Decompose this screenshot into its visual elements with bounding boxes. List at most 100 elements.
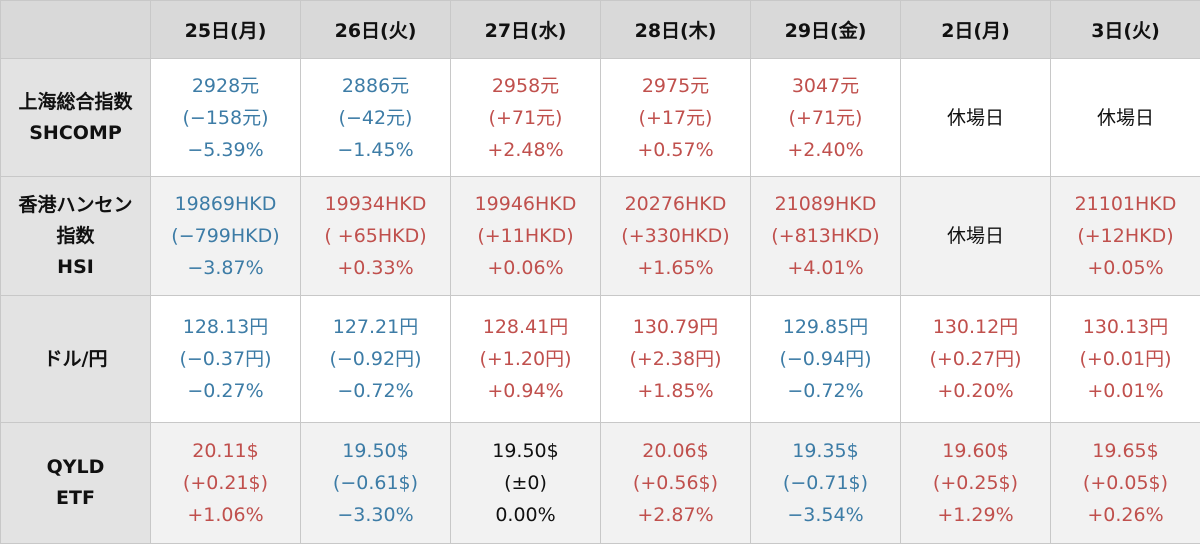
value-cell: 19.50$ (±0) 0.00% [450, 422, 601, 544]
value-line: +1.29% [937, 504, 1014, 527]
row-label: QYLD ETF [0, 422, 151, 544]
value-cell: 130.13円 (+0.01円) +0.01% [1050, 294, 1200, 424]
table-row: 上海総合指数 SHCOMP 2928元 (−158元) −5.39% 2886元 (−42元… [0, 57, 1200, 178]
value-cell: 19.60$ (+0.25$) +1.29% [900, 422, 1051, 544]
value-line: (−0.92円) [329, 348, 422, 371]
value-line: ( +65HKD) [324, 225, 427, 248]
value-cell: 20.06$ (+0.56$) +2.87% [600, 422, 751, 544]
value-line: (±0) [504, 472, 547, 495]
value-line: 19934HKD [324, 193, 427, 216]
value-line: +4.01% [787, 257, 864, 280]
value-line: +0.57% [637, 138, 714, 161]
value-line: (+0.56$) [632, 472, 719, 495]
value-cell: 21089HKD (+813HKD) +4.01% [750, 176, 901, 296]
value-line: (−0.94円) [779, 348, 872, 371]
value-line: (+330HKD) [621, 225, 730, 248]
value-cell: 19869HKD (−799HKD) −3.87% [150, 176, 301, 296]
value-cell: 休場日 [900, 176, 1051, 296]
value-line: +2.87% [637, 504, 714, 527]
value-cell: 休場日 [1050, 57, 1200, 178]
value-line: 2886元 [341, 74, 410, 97]
date-header: 29日(金) [750, 0, 901, 59]
value-line: (+0.27円) [929, 348, 1022, 371]
value-line: 3047元 [791, 74, 860, 97]
value-cell: 19946HKD (+11HKD) +0.06% [450, 176, 601, 296]
value-cell: 2975元 (+17元) +0.57% [600, 57, 751, 178]
value-line: +0.33% [337, 257, 414, 280]
value-line: 128.13円 [182, 316, 269, 339]
value-line: (+0.01円) [1079, 348, 1172, 371]
value-line: +2.40% [787, 138, 864, 161]
value-line: 21101HKD [1074, 193, 1177, 216]
value-line: +0.01% [1087, 380, 1164, 403]
value-cell: 20.11$ (+0.21$) +1.06% [150, 422, 301, 544]
value-line: (+11HKD) [477, 225, 574, 248]
value-cell: 2928元 (−158元) −5.39% [150, 57, 301, 178]
value-cell: 2958元 (+71元) +2.48% [450, 57, 601, 178]
value-line: +0.20% [937, 380, 1014, 403]
value-line: +1.65% [637, 257, 714, 280]
value-cell: 127.21円 (−0.92円) −0.72% [300, 294, 451, 424]
value-line: 127.21円 [332, 316, 419, 339]
value-cell: 130.79円 (+2.38円) +1.85% [600, 294, 751, 424]
value-cell: 130.12円 (+0.27円) +0.20% [900, 294, 1051, 424]
value-cell: 21101HKD (+12HKD) +0.05% [1050, 176, 1200, 296]
value-line: (+0.05$) [1082, 472, 1169, 495]
value-cell: 19.65$ (+0.05$) +0.26% [1050, 422, 1200, 544]
value-line: (−0.61$) [332, 472, 419, 495]
value-line: +1.06% [187, 504, 264, 527]
value-cell: 20276HKD (+330HKD) +1.65% [600, 176, 751, 296]
value-line: −0.72% [787, 380, 864, 403]
value-cell: 129.85円 (−0.94円) −0.72% [750, 294, 901, 424]
value-line: +1.85% [637, 380, 714, 403]
value-line: 19.50$ [492, 440, 559, 463]
row-label: 上海総合指数 SHCOMP [0, 57, 151, 178]
value-line: (+12HKD) [1077, 225, 1174, 248]
value-line: 20276HKD [624, 193, 727, 216]
date-header: 25日(月) [150, 0, 301, 59]
value-line: 休場日 [946, 225, 1004, 248]
value-line: 128.41円 [482, 316, 569, 339]
row-label-line: SHCOMP [29, 121, 122, 144]
value-line: −1.45% [337, 138, 414, 161]
value-cell: 19934HKD ( +65HKD) +0.33% [300, 176, 451, 296]
value-line: −0.27% [187, 380, 264, 403]
row-label-line: HSI [57, 255, 94, 278]
row-label-line: ETF [56, 487, 95, 510]
value-line: 129.85円 [782, 316, 869, 339]
row-label-line: 香港ハンセン [18, 193, 133, 216]
value-line: +2.48% [487, 138, 564, 161]
value-line: +0.94% [487, 380, 564, 403]
date-header: 2日(月) [900, 0, 1051, 59]
value-line: (−42元) [338, 106, 413, 129]
value-line: (+71元) [488, 106, 563, 129]
row-label: 香港ハンセン 指数 HSI [0, 176, 151, 296]
header-row: 25日(月) 26日(火) 27日(水) 28日(木) 29日(金) 2日(月)… [0, 0, 1200, 59]
row-label-line: QYLD [46, 456, 105, 479]
value-line: (−799HKD) [171, 225, 280, 248]
value-line: 2928元 [191, 74, 260, 97]
value-line: 19.60$ [942, 440, 1009, 463]
value-line: (+71元) [788, 106, 863, 129]
table-row: QYLD ETF 20.11$ (+0.21$) +1.06% 19.50$ (−0.61$… [0, 422, 1200, 544]
table-row: 香港ハンセン 指数 HSI 19869HKD (−799HKD) −3.87% 19934H… [0, 176, 1200, 296]
table-row: ドル/円 128.13円 (−0.37円) −0.27% 127.21円 (−0.92円)… [0, 294, 1200, 424]
value-line: (+0.21$) [182, 472, 269, 495]
value-line: +0.26% [1087, 504, 1164, 527]
value-line: −3.54% [787, 504, 864, 527]
value-line: (−0.37円) [179, 348, 272, 371]
value-cell: 2886元 (−42元) −1.45% [300, 57, 451, 178]
value-cell: 19.35$ (−0.71$) −3.54% [750, 422, 901, 544]
value-line: 2958元 [491, 74, 560, 97]
row-label-line: ドル/円 [43, 347, 108, 370]
value-line: (−158元) [182, 106, 269, 129]
value-line: (+17元) [638, 106, 713, 129]
value-line: 130.12円 [932, 316, 1019, 339]
value-cell: 128.13円 (−0.37円) −0.27% [150, 294, 301, 424]
value-cell: 128.41円 (+1.20円) +0.94% [450, 294, 601, 424]
value-line: 19.50$ [342, 440, 409, 463]
value-line: −0.72% [337, 380, 414, 403]
row-label: ドル/円 [0, 294, 151, 424]
value-line: (+813HKD) [771, 225, 880, 248]
